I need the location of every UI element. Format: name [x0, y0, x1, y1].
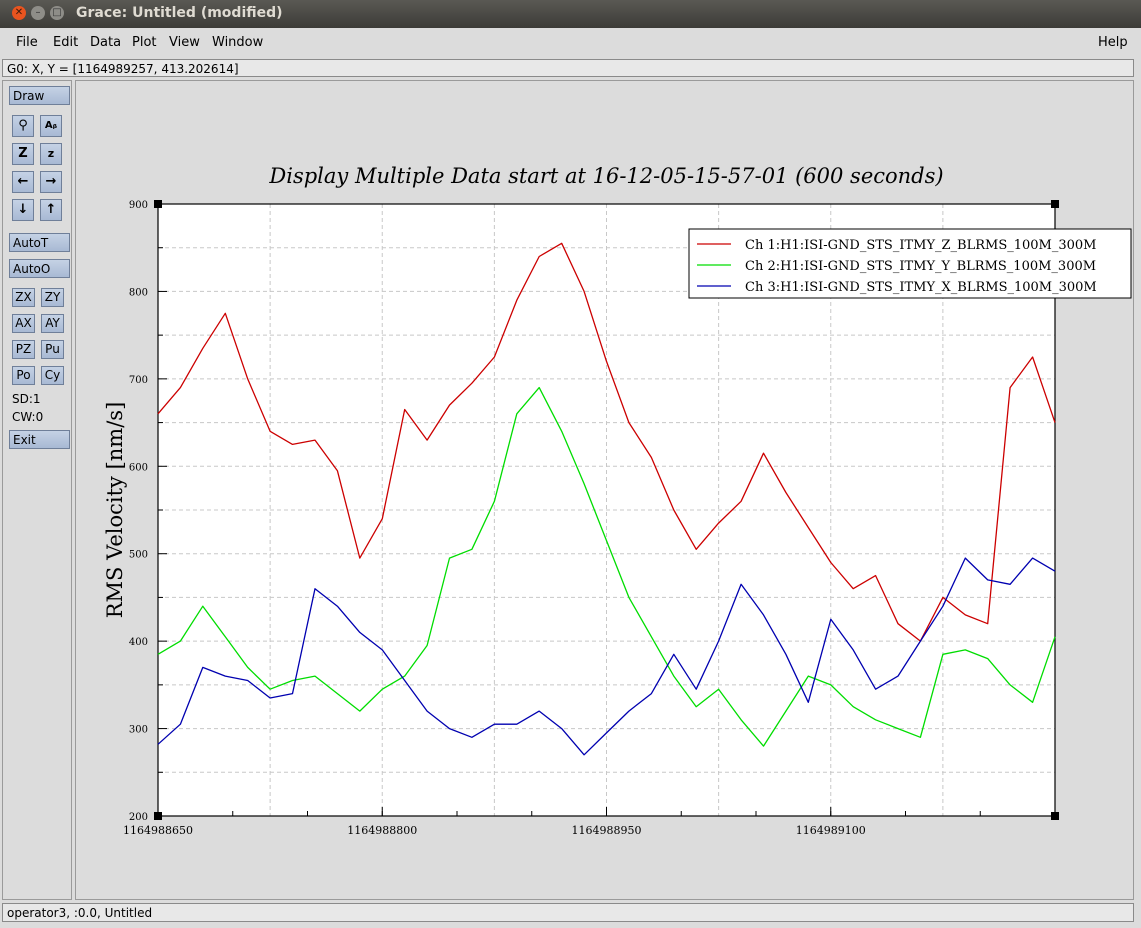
y-tick-label: 800: [129, 287, 148, 298]
chart-svg[interactable]: 1164988650 1164988800 1164988950 1164989100…: [76, 81, 1133, 899]
menu-plot[interactable]: Plot: [132, 35, 157, 50]
maximize-icon[interactable]: □: [50, 6, 64, 20]
coordinate-readout: G0: X, Y = [1164989257, 413.202614]: [2, 59, 1134, 77]
chart-title: Display Multiple Data start at 16-12-05-…: [268, 164, 943, 188]
menu-edit[interactable]: Edit: [53, 35, 79, 50]
menu-file[interactable]: File: [16, 35, 38, 50]
x-tick-label: 1164988950: [572, 824, 642, 837]
y-axis-label: RMS Velocity [nm/s]: [103, 402, 127, 619]
window-title: Grace: Untitled (modified): [76, 5, 283, 21]
y-tick-label: 700: [129, 375, 148, 386]
zoom-out-z-icon[interactable]: z: [40, 143, 62, 165]
legend-label-1: Ch 1:H1:ISI-GND_STS_ITMY_Z_BLRMS_100M_30…: [745, 238, 1097, 253]
corner-handle: [1051, 200, 1059, 208]
legend-label-2: Ch 2:H1:ISI-GND_STS_ITMY_Y_BLRMS_100M_30…: [745, 259, 1096, 274]
menu-window[interactable]: Window: [212, 35, 264, 50]
y-tick-label: 400: [129, 637, 148, 648]
arrow-up-icon[interactable]: ↑: [40, 199, 62, 221]
autoo-button[interactable]: AutoO: [9, 259, 70, 278]
autot-button[interactable]: AutoT: [9, 233, 70, 252]
cw-label: CW:0: [12, 410, 44, 424]
status-bar: operator3, :0.0, Untitled: [2, 903, 1134, 922]
pz-button[interactable]: PZ: [12, 340, 35, 359]
zoom-z-icon[interactable]: Z: [12, 143, 34, 165]
po-button[interactable]: Po: [12, 366, 35, 385]
x-tick-label: 1164988800: [347, 824, 417, 837]
legend-box: [688, 228, 1132, 299]
sd-label: SD:1: [12, 392, 41, 406]
menu-help[interactable]: Help: [1098, 35, 1128, 50]
cy-button[interactable]: Cy: [41, 366, 64, 385]
arrow-left-icon[interactable]: ←: [12, 171, 34, 193]
zoom-magnifier-icon[interactable]: ⚲: [12, 115, 34, 137]
zx-button[interactable]: ZX: [12, 288, 35, 307]
tool-panel: Draw ⚲ Aᵦ Z z ← → ↓ ↑ AutoT AutoO ZX ZY …: [2, 80, 72, 900]
series-line-1: [157, 242, 1056, 642]
exit-button[interactable]: Exit: [9, 430, 70, 449]
y-tick-label: 200: [129, 812, 148, 823]
menu-data[interactable]: Data: [90, 35, 122, 50]
y-tick-label: 900: [129, 200, 148, 211]
ax-button[interactable]: AX: [12, 314, 35, 333]
close-icon[interactable]: ✕: [12, 6, 26, 20]
series-line-3: [157, 557, 1056, 756]
legend-label-3: Ch 3:H1:ISI-GND_STS_ITMY_X_BLRMS_100M_30…: [745, 280, 1097, 295]
arrow-right-icon[interactable]: →: [40, 171, 62, 193]
x-tick-label: 1164989100: [796, 824, 866, 837]
minimize-icon[interactable]: –: [31, 6, 45, 20]
x-tick-label: 1164988650: [123, 824, 193, 837]
text-label-icon[interactable]: Aᵦ: [40, 115, 62, 137]
y-tick-label: 500: [129, 550, 148, 561]
draw-button[interactable]: Draw: [9, 86, 70, 105]
pu-button[interactable]: Pu: [41, 340, 64, 359]
zy-button[interactable]: ZY: [41, 288, 64, 307]
window-titlebar: ✕ – □ Grace: Untitled (modified): [0, 0, 1141, 28]
y-tick-label: 600: [129, 462, 148, 473]
series-line-2: [157, 386, 1056, 747]
menubar: File Edit Data Plot View Window Help: [0, 28, 1141, 58]
y-tick-label: 300: [129, 725, 148, 736]
arrow-down-icon[interactable]: ↓: [12, 199, 34, 221]
menu-view[interactable]: View: [169, 35, 200, 50]
ay-button[interactable]: AY: [41, 314, 64, 333]
plot-canvas[interactable]: 1164988650 1164988800 1164988950 1164989100…: [75, 80, 1134, 900]
